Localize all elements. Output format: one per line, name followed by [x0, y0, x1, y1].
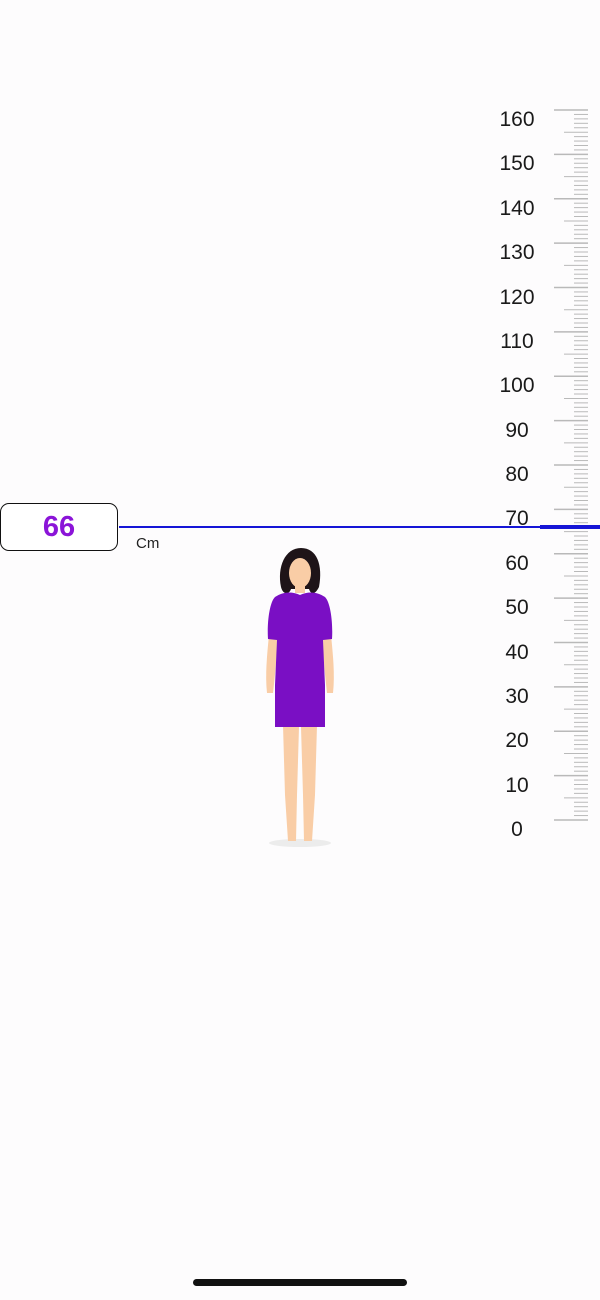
ruler-label: 110 [500, 329, 534, 353]
height-value: 66 [42, 510, 76, 543]
ruler-label: 10 [505, 773, 529, 797]
figure-leg-left [283, 725, 299, 841]
figure-shadow [269, 839, 331, 847]
ruler-label: 140 [499, 196, 535, 220]
ruler-label: 120 [499, 285, 535, 309]
ruler-label: 40 [505, 640, 529, 664]
person-figure-icon [255, 545, 345, 850]
ruler-label: 60 [505, 551, 529, 575]
height-ruler[interactable]: 160 150 140 130 120 110 100 90 80 70 60 50 40 30 20 10 0 [0, 0, 600, 900]
ruler-label: 0 [511, 818, 523, 841]
figure-dress [267, 592, 333, 727]
ruler-label: 20 [505, 729, 529, 753]
ruler-label: 150 [499, 152, 535, 176]
height-value-box: 66 [0, 503, 118, 551]
ruler-label: 160 [499, 108, 535, 131]
figure-arm-right [323, 635, 334, 693]
ruler-label: 90 [505, 418, 529, 442]
ruler-label: 80 [505, 463, 529, 486]
height-indicator-marker[interactable] [540, 525, 600, 529]
unit-label: Cm [136, 535, 160, 552]
figure-face [289, 558, 311, 588]
figure-arm-left [266, 635, 277, 693]
person-figure-svg [266, 548, 334, 847]
ruler-label: 50 [505, 596, 529, 620]
ruler-label: 130 [499, 241, 535, 265]
ruler-ticks [554, 109, 588, 821]
home-indicator[interactable] [193, 1279, 407, 1286]
ruler-label: 100 [499, 374, 535, 398]
ruler-label: 70 [505, 507, 529, 531]
ruler-label: 30 [505, 684, 529, 708]
height-indicator-line [119, 526, 540, 528]
figure-leg-right [301, 725, 317, 841]
